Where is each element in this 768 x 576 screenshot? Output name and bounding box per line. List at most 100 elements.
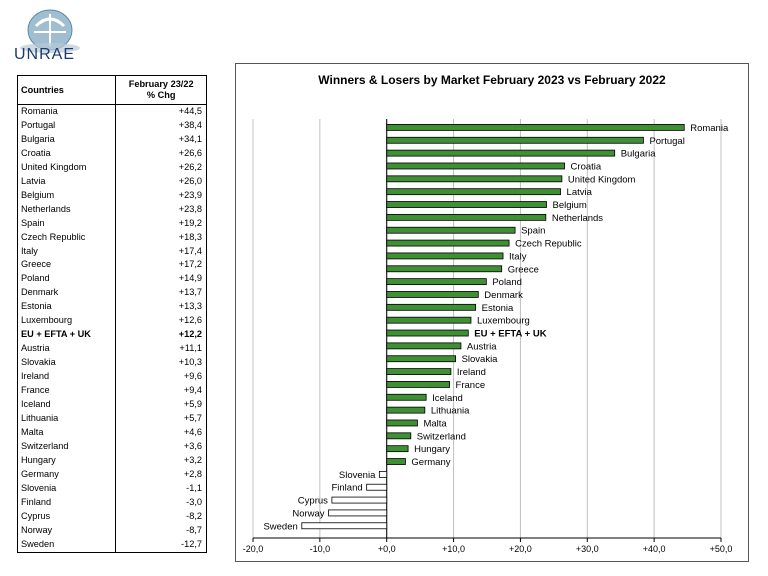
table-row: Estonia +13,3 <box>16 300 207 315</box>
bar <box>386 149 616 157</box>
header-change-line2: % Chg <box>146 90 176 100</box>
x-tick-label: -10,0 <box>310 544 331 554</box>
table-row: EU + EFTA + UK +12,2 <box>16 328 207 343</box>
table-row: Iceland +5,9 <box>16 398 207 412</box>
country-name: Austria <box>16 342 117 357</box>
bar <box>386 226 516 234</box>
table-row: Cyprus -8,2 <box>16 509 207 524</box>
table-row: Denmark +13,7 <box>16 286 207 301</box>
bar-label: EU + EFTA + UK <box>474 329 546 340</box>
change-value: +10,3 <box>115 356 207 371</box>
change-value: +26,0 <box>115 174 207 189</box>
bar-label: Croatia <box>571 161 602 172</box>
bar-label: Finland <box>331 483 362 494</box>
bar <box>386 393 427 401</box>
change-value: +9,6 <box>115 370 207 385</box>
bar-label: Malta <box>423 418 447 429</box>
change-value: +17,4 <box>115 244 207 259</box>
table-row: Switzerland +3,6 <box>16 439 207 454</box>
bar <box>386 303 477 311</box>
change-value: +38,4 <box>115 118 207 133</box>
country-name: Slovenia <box>16 481 117 496</box>
country-name: United Kingdom <box>16 160 117 175</box>
header-change: February 23/22 % Chg <box>115 75 207 105</box>
bar-label: Romania <box>690 123 729 134</box>
table-row: Norway -8,7 <box>16 523 207 538</box>
country-name: Poland <box>16 272 117 287</box>
bar <box>386 432 412 440</box>
header-countries: Countries <box>16 75 117 105</box>
country-name: Italy <box>16 244 117 259</box>
bar-label: Slovakia <box>462 354 499 365</box>
change-value: +5,7 <box>115 411 207 426</box>
bar <box>378 470 388 478</box>
x-tick-label: +40,0 <box>643 544 666 554</box>
bar <box>386 458 406 465</box>
change-value: +3,6 <box>115 439 207 454</box>
change-value: -8,7 <box>115 523 207 538</box>
bar <box>386 419 418 427</box>
bar <box>386 213 547 221</box>
change-value: +12,2 <box>115 328 207 343</box>
country-name: Lithuania <box>16 411 117 426</box>
x-tick-label: -20,0 <box>243 544 264 554</box>
bar-label: Lithuania <box>431 406 470 417</box>
table-row: Italy +17,4 <box>16 244 207 259</box>
table-row: Hungary +3,2 <box>16 453 207 468</box>
bar-label: Luxembourg <box>477 316 530 327</box>
bar-label: Poland <box>492 277 522 288</box>
change-value: -3,0 <box>115 495 207 510</box>
bar-label: Portugal <box>649 136 684 147</box>
x-tick-label: +20,0 <box>509 544 532 554</box>
bar <box>386 162 565 170</box>
bar-label: Netherlands <box>552 213 603 224</box>
bar <box>301 522 388 530</box>
bar <box>386 201 547 208</box>
bar-label: Austria <box>467 341 497 352</box>
bar-label: Estonia <box>482 303 514 314</box>
table-row: Greece +17,2 <box>16 258 207 273</box>
country-name: France <box>16 384 117 399</box>
change-value: +44,5 <box>115 104 207 119</box>
change-value: +19,2 <box>115 216 207 231</box>
country-name: Germany <box>16 467 117 482</box>
table-row: Bulgaria +34,1 <box>16 132 207 147</box>
table-row: Slovakia +10,3 <box>16 356 207 371</box>
bar <box>386 329 469 337</box>
country-name: Czech Republic <box>16 230 117 245</box>
country-name: Norway <box>16 523 117 538</box>
bar-label: Norway <box>292 508 324 519</box>
country-name: Greece <box>16 258 117 273</box>
bar <box>386 188 561 196</box>
bar <box>386 278 487 286</box>
country-name: Iceland <box>16 398 117 412</box>
country-name: Luxembourg <box>16 314 117 329</box>
bar-label: Spain <box>521 226 545 237</box>
change-value: -1,1 <box>115 481 207 496</box>
country-name: Latvia <box>16 174 117 189</box>
chart-panel: Winners & Losers by Market February 2023… <box>235 63 749 562</box>
change-value: +11,1 <box>115 342 207 357</box>
table-row: Sweden -12,7 <box>16 537 207 553</box>
change-value: +26,2 <box>115 160 207 175</box>
bar-label: Latvia <box>567 187 593 198</box>
change-value: +9,4 <box>115 384 207 399</box>
bar-label: Bulgaria <box>621 149 657 160</box>
bar <box>386 445 409 453</box>
x-tick-label: +10,0 <box>442 544 465 554</box>
bar-label: Slovenia <box>339 470 376 481</box>
change-value: +13,3 <box>115 300 207 315</box>
x-tick-label: +50,0 <box>710 544 733 554</box>
country-name: Cyprus <box>16 509 117 524</box>
bar <box>386 124 685 131</box>
change-value: +13,7 <box>115 286 207 301</box>
bar <box>386 265 503 273</box>
table-row: Finland -3,0 <box>16 495 207 510</box>
table-row: Belgium +23,9 <box>16 188 207 203</box>
bar <box>366 483 388 491</box>
change-value: +14,9 <box>115 272 207 287</box>
change-value: +5,9 <box>115 398 207 412</box>
country-name: Denmark <box>16 286 117 301</box>
countries-table-body: Romania +44,5 Portugal +38,4 Bulgaria +34,1 Cr… <box>16 104 207 553</box>
change-value: +12,6 <box>115 314 207 329</box>
